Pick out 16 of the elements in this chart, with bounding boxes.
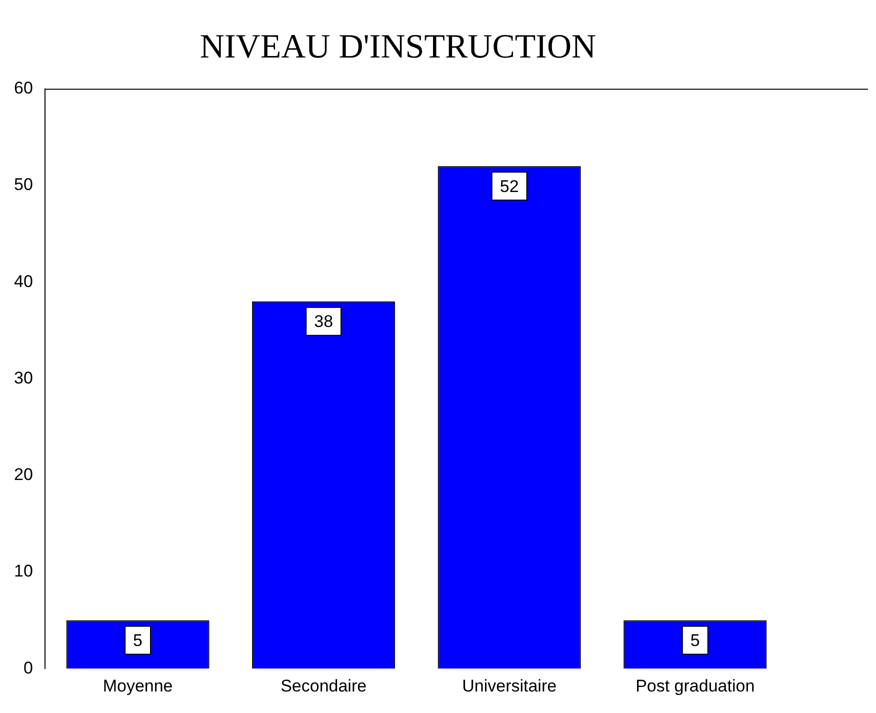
x-tick-label: Post graduation	[636, 676, 755, 696]
chart-title: NIVEAU D'INSTRUCTION	[200, 28, 596, 66]
data-label: 5	[690, 630, 700, 650]
x-tick-label: Secondaire	[280, 676, 367, 696]
y-tick-label: 20	[14, 465, 33, 484]
data-label: 38	[314, 312, 334, 332]
y-tick-label: 30	[14, 368, 33, 388]
data-label: 52	[500, 176, 519, 196]
y-tick-label: 60	[14, 78, 33, 98]
x-tick-label: Universitaire	[462, 676, 557, 696]
data-label: 5	[133, 630, 143, 650]
x-tick-label: Moyenne	[102, 676, 173, 696]
y-tick-label: 50	[14, 175, 33, 194]
y-tick-label: 0	[23, 658, 33, 678]
y-tick-label: 40	[14, 272, 33, 291]
y-tick-label: 10	[14, 562, 33, 581]
